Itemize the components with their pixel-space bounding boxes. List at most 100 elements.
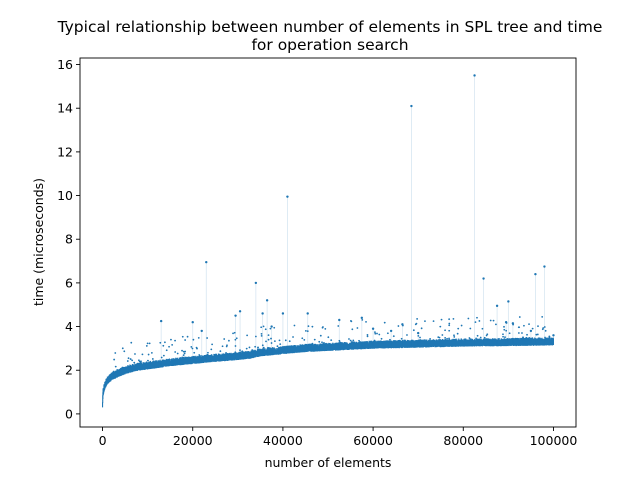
scatter-point [223,338,226,340]
scatter-point [131,359,134,362]
outlier-point [254,281,258,285]
scatter-point [181,356,184,359]
scatter-point [460,324,463,327]
scatter-point [536,338,538,341]
scatter-point [262,325,265,328]
scatter-point [159,341,162,344]
x-tick-label: 0 [99,433,107,448]
scatter-point [235,337,238,340]
scatter-point [493,338,496,341]
scatter-point [528,323,530,325]
scatter-point [207,351,209,354]
scatter-point [148,342,151,345]
scatter-point [452,317,455,320]
scatter-point [501,339,504,342]
scatter-point [184,356,187,359]
outlier-point [473,74,476,77]
scatter-point [311,342,314,345]
scatter-point [330,343,333,346]
scatter-point [406,334,408,336]
y-tick-label: 8 [65,232,73,247]
scatter-point [378,341,380,344]
scatter-point [384,341,387,344]
axis-ticks: 0 20000 40000 60000 80000 100000 0 2 4 6 8 10 12 14 16 [57,57,577,448]
scatter-point [233,331,236,334]
scatter-point [444,329,446,332]
plot-area-frame [79,57,577,428]
outlier-point [270,325,273,328]
scatter-point [516,339,518,342]
scatter-point [245,352,248,355]
x-tick-label: 60000 [353,433,393,448]
scatter-point [352,339,355,342]
scatter-point [373,341,375,344]
scatter-point [400,341,403,344]
scatter-point [254,335,257,338]
scatter-point [176,352,179,355]
scatter-point [457,327,460,330]
scatter-point [141,353,144,356]
scatter-point [303,338,306,341]
scatter-point [503,328,506,331]
outlier-point [401,323,404,326]
outlier-point [504,320,508,324]
scatter-point [138,360,141,363]
scatter-point [453,334,455,337]
scatter-point [545,338,547,341]
outlier-point [529,329,533,333]
scatter-point [543,326,546,328]
scatter-point [123,350,126,353]
scatter-point [321,341,323,344]
scatter-point [138,359,140,362]
scatter-point [475,337,477,340]
scatter-point [361,319,364,321]
scatter-point [446,337,448,340]
scatter-point [448,324,451,327]
scatter-point [505,339,508,342]
scatter-point [380,337,383,340]
scatter-point [419,336,421,339]
scatter-point [210,348,213,351]
scatter-point [306,330,309,333]
scatter-point [115,371,118,373]
scatter-point [523,324,525,327]
scatter-point [322,326,324,328]
scatter-point [463,338,466,341]
chart-title-line-1: Typical relationship between number of e… [57,18,603,36]
scatter-point [424,320,426,323]
scatter-point [228,354,231,356]
scatter-point [432,320,435,323]
scatter-point [144,363,147,365]
scatter-point [339,341,341,344]
scatter-point [174,339,176,342]
outlier-point [191,320,194,324]
scatter-point [127,365,130,368]
scatter-point [199,355,202,357]
plot-marks [102,74,555,408]
scatter-point [171,344,174,346]
scatter-point [476,316,478,319]
scatter-point [351,328,354,331]
outlier-point [416,331,420,335]
scatter-point [368,341,371,344]
y-tick-label: 10 [57,188,73,203]
scatter-point [337,325,340,327]
outlier-point [338,318,341,322]
scatter-point [448,318,451,321]
scatter-point [548,338,551,341]
scatter-point [441,334,444,336]
scatter-point [195,356,198,359]
scatter-point [350,343,353,345]
scatter-point [392,335,395,338]
scatter-point [505,329,508,332]
scatter-point [130,365,133,368]
outlier-point [410,104,413,108]
scatter-point [397,325,400,327]
scatter-point [439,325,442,328]
scatter-point [147,353,150,356]
scatter-point [196,347,198,350]
scatter-point [395,341,397,343]
scatter-point [193,351,196,354]
